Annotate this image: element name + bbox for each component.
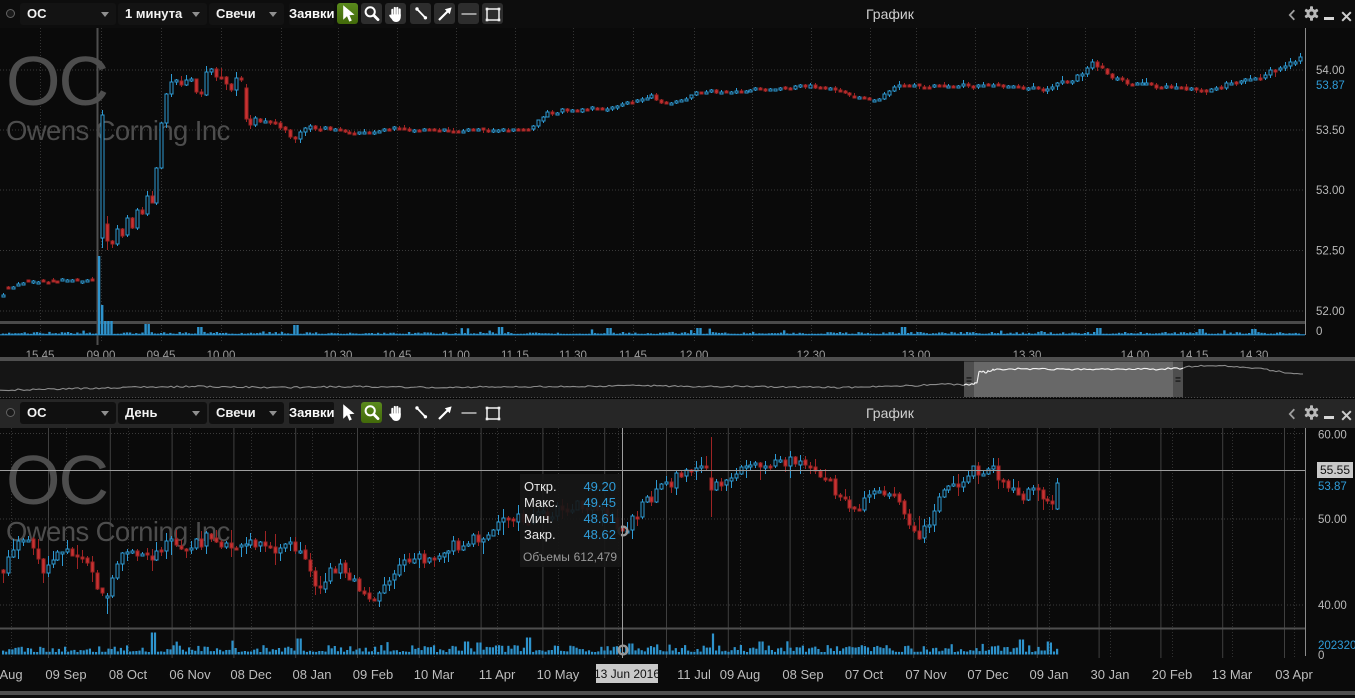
svg-text:07 Oct: 07 Oct [845,667,884,682]
svg-text:53.50: 53.50 [1316,125,1345,137]
svg-text:11 Jul: 11 Jul [677,667,711,682]
svg-text:12.30: 12.30 [797,350,826,357]
svg-text:13.00: 13.00 [902,350,931,357]
svg-text:Макс.: Макс. [524,495,558,510]
svg-text:10.45: 10.45 [383,350,412,357]
svg-text:60.00: 60.00 [1318,430,1347,442]
svg-text:14.00: 14.00 [1121,350,1150,357]
svg-text:40.00: 40.00 [1318,600,1347,612]
svg-text:10.30: 10.30 [324,350,353,357]
svg-text:11.15: 11.15 [501,350,529,357]
svg-text:53.00: 53.00 [1316,185,1345,197]
svg-text:07 Nov: 07 Nov [905,667,947,682]
svg-text:49.45: 49.45 [583,495,616,510]
svg-text:52.00: 52.00 [1316,306,1345,318]
svg-text:13 Mar: 13 Mar [1212,667,1253,682]
svg-text:03 Apr: 03 Apr [1275,667,1313,682]
svg-text:09 Aug: 09 Aug [720,667,761,682]
svg-text:15.45: 15.45 [26,350,55,357]
svg-text:53.87: 53.87 [1318,481,1347,493]
svg-text:OC: OC [6,441,107,519]
svg-text:09 Feb: 09 Feb [353,667,393,682]
svg-text:06 Nov: 06 Nov [169,667,211,682]
svg-text:14.15: 14.15 [1180,350,1209,357]
svg-text:09 Sep: 09 Sep [45,667,86,682]
svg-text:202320: 202320 [1318,640,1355,652]
svg-text:OC: OC [6,42,107,120]
svg-text:08 Sep: 08 Sep [782,667,823,682]
svg-text:11.45: 11.45 [619,350,647,357]
svg-text:Мин.: Мин. [524,511,553,526]
svg-text:Объемы: Объемы [523,550,570,564]
svg-text:08 Oct: 08 Oct [109,667,148,682]
svg-text:09.45: 09.45 [147,350,176,357]
svg-text:0: 0 [1318,650,1324,662]
svg-text:07 Dec: 07 Dec [967,667,1009,682]
svg-text:Aug: Aug [0,667,23,682]
svg-text:Owens Corning Inc: Owens Corning Inc [6,516,231,547]
svg-text:10 May: 10 May [537,667,580,682]
svg-text:10.00: 10.00 [207,350,236,357]
svg-text:11 Apr: 11 Apr [479,667,516,682]
svg-text:13 Jun 2016: 13 Jun 2016 [594,667,660,681]
svg-text:14.30: 14.30 [1240,350,1269,357]
svg-text:53.87: 53.87 [1316,80,1345,92]
svg-text:612,479: 612,479 [574,550,618,564]
svg-text:Owens Corning Inc: Owens Corning Inc [6,115,231,146]
svg-text:10 Mar: 10 Mar [414,667,455,682]
svg-text:52.50: 52.50 [1316,246,1345,258]
svg-text:20 Feb: 20 Feb [1152,667,1192,682]
svg-text:08 Jan: 08 Jan [292,667,331,682]
svg-text:55.55: 55.55 [1320,463,1350,477]
svg-text:0: 0 [1316,326,1322,338]
svg-text:11.30: 11.30 [559,350,587,357]
svg-text:48.62: 48.62 [583,527,616,542]
svg-text:49.20: 49.20 [583,479,616,494]
svg-text:08 Dec: 08 Dec [230,667,272,682]
svg-text:50.00: 50.00 [1318,514,1347,526]
svg-text:09 Jan: 09 Jan [1029,667,1068,682]
svg-text:48.61: 48.61 [583,511,616,526]
svg-text:13.30: 13.30 [1013,350,1042,357]
svg-text:Откр.: Откр. [524,479,557,494]
svg-text:Закр.: Закр. [524,527,556,542]
svg-text:12.00: 12.00 [680,350,709,357]
svg-text:09.00: 09.00 [87,350,116,357]
svg-text:30 Jan: 30 Jan [1090,667,1129,682]
svg-text:54.00: 54.00 [1316,65,1345,77]
svg-text:11.00: 11.00 [442,350,470,357]
